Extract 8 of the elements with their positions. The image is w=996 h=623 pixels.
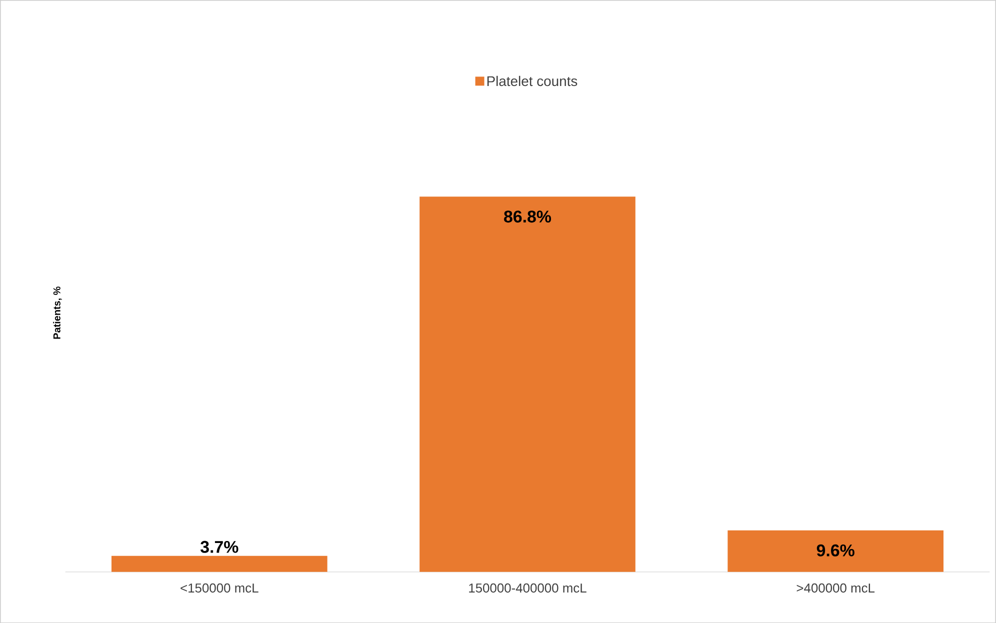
data-label: 9.6% xyxy=(816,544,854,556)
data-label: 3.7% xyxy=(200,540,238,553)
x-tick-label: <150000 mcL xyxy=(180,583,258,592)
x-tick-label: 150000-400000 mcL xyxy=(469,583,586,592)
x-tick-label: >400000 mcL xyxy=(796,583,875,592)
y-axis-title: Patients, % xyxy=(53,286,62,339)
legend-label: Platelet counts xyxy=(487,76,578,86)
data-label: 86.8% xyxy=(504,210,552,222)
